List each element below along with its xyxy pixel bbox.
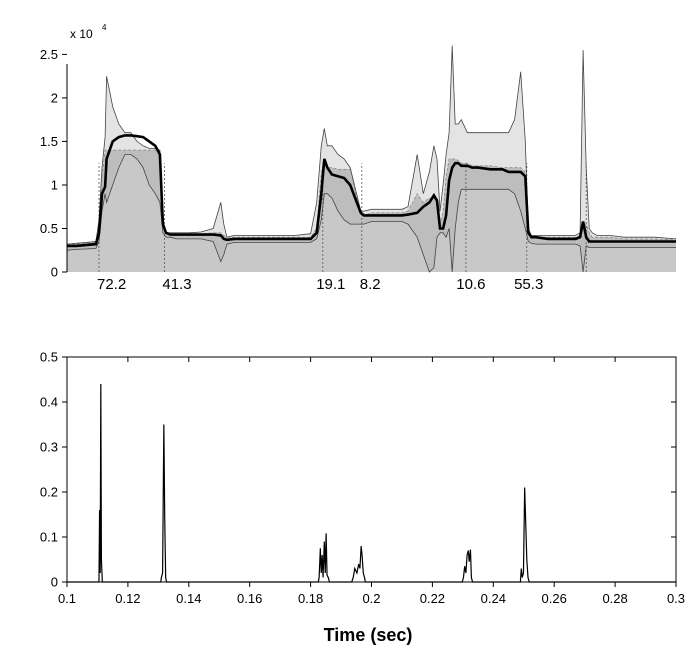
y-multiplier-exponent: 4: [102, 23, 107, 32]
bottom-x-tick-label: 0.16: [237, 591, 262, 606]
segment-label: 8.2: [360, 276, 381, 293]
top-annotations: 72.2 41.3 19.1 8.2 10.6 55.3: [97, 276, 543, 293]
mean-line: [67, 134, 676, 248]
top-y-tick-label: 1: [51, 178, 58, 193]
top-bands: [67, 45, 676, 273]
bottom-x-tick-label: 0.26: [542, 591, 567, 606]
bottom-y-tick-label: 0.3: [40, 440, 58, 455]
top-y-tick-label: 2.5: [40, 47, 58, 62]
top-y-tick-label: 0.5: [40, 221, 58, 236]
bottom-x-tick-label: 0.14: [176, 591, 201, 606]
top-axes: 0 0.5 1 1.5 2 2.5: [40, 47, 68, 280]
bottom-x-tick-label: 0.22: [420, 591, 445, 606]
bottom-x-tick-label: 0.3: [667, 591, 685, 606]
bottom-x-tick-label: 0.1: [58, 591, 76, 606]
top-chart: 0 0.5 1 1.5 2 2.5 72.2 41.3 19.1 8.2 10.6 55.3 x 1…: [40, 23, 677, 293]
upper-line: [66, 149, 677, 246]
segment-label: 41.3: [162, 276, 191, 293]
bottom-y-tick-label: 0.4: [40, 395, 58, 410]
bottom-x-tick-label: 0.18: [298, 591, 323, 606]
bottom-axes: 00.10.20.30.40.50.1 0.12 0.14 0.16 0.18 0.2 0.…: [40, 350, 685, 607]
bottom-y-tick-label: 0.1: [40, 530, 58, 545]
segment-label: 10.6: [456, 276, 485, 293]
segment-label: 55.3: [514, 276, 543, 293]
bottom-y-tick-label: 0: [51, 575, 58, 590]
y-multiplier-label: x 10: [70, 27, 93, 41]
bottom-lines: [67, 383, 676, 583]
bottom-x-tick-label: 0.2: [362, 591, 380, 606]
spread-band-area: [67, 150, 676, 272]
signal-line: [67, 383, 676, 583]
bottom-plot-frame: [66, 356, 677, 583]
bottom-x-tick-label: 0.12: [115, 591, 140, 606]
top-lines: [66, 45, 677, 273]
segment-label: 19.1: [316, 276, 345, 293]
bottom-y-tick-label: 0.5: [40, 350, 58, 365]
x-axis-label: Time (sec): [324, 625, 413, 645]
bottom-y-tick-label: 0.2: [40, 485, 58, 500]
bottom-x-tick-label: 0.24: [481, 591, 506, 606]
top-y-tick-label: 0: [51, 265, 58, 280]
lower-line: [66, 154, 676, 273]
top-y-tick-label: 2: [51, 90, 58, 105]
bottom-x-tick-label: 0.28: [602, 591, 627, 606]
bottom-chart: 00.10.20.30.40.50.1 0.12 0.14 0.16 0.18 0.2 0.…: [40, 350, 685, 646]
segment-label: 72.2: [97, 276, 126, 293]
top-y-tick-label: 1.5: [40, 134, 58, 149]
